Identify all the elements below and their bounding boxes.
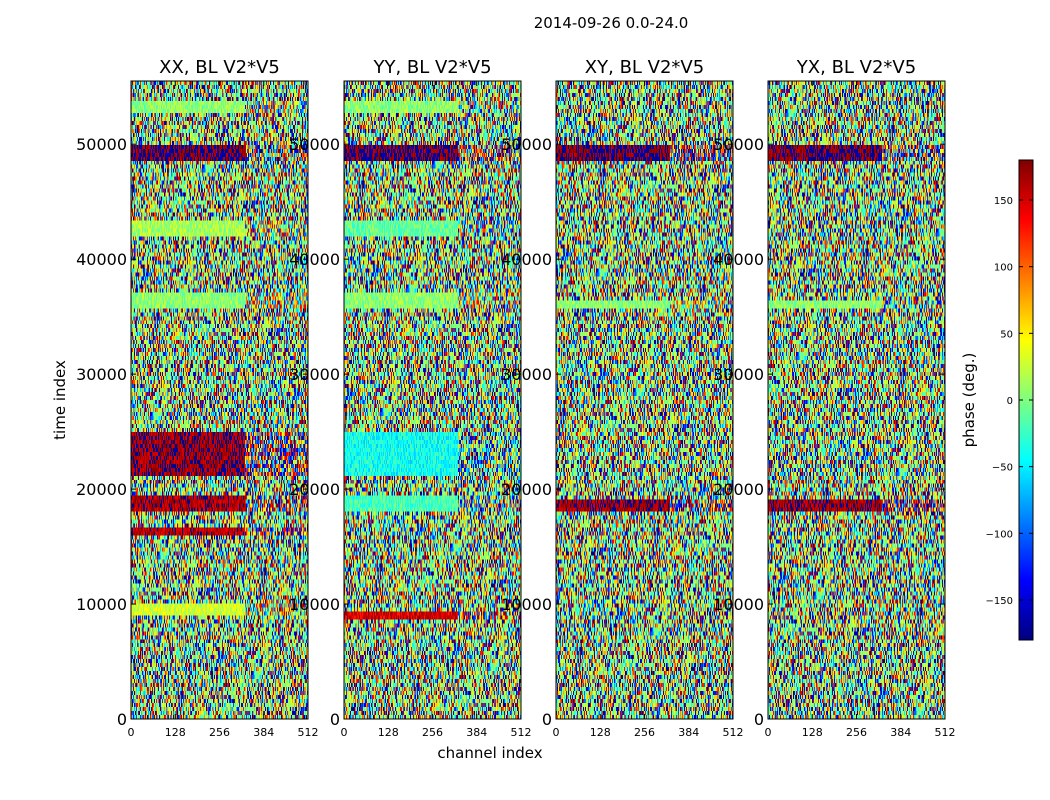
colorbar-tick-label: −50 [992,463,1013,474]
colorbar-tick-label: 150 [994,196,1013,207]
y-tick-label: 50000 [289,135,340,154]
y-tick-label: 40000 [76,250,127,269]
x-tick-label: 384 [466,726,487,739]
x-tick-label: 256 [846,726,867,739]
heatmap-image [768,81,945,719]
x-tick-label: 128 [378,726,399,739]
heatmap-image [131,81,308,719]
x-axis-label: channel index [437,744,542,762]
colorbar-tick-label: −100 [986,529,1013,540]
y-tick-label: 10000 [501,595,552,614]
y-tick-label: 10000 [713,595,764,614]
panel-1: YY, BL V2*V5 0 10000 20000 30000 40000 50000 0 1… [289,57,531,739]
panel-0: XX, BL V2*V5 0 10000 20000 30000 40000 50000 0 1… [76,57,318,739]
y-tick-label: 0 [330,710,340,729]
y-tick-label: 40000 [713,250,764,269]
y-tick-label: 30000 [289,365,340,384]
x-tick-label: 384 [253,726,274,739]
heatmap-image [344,81,521,719]
x-tick-label: 384 [678,726,699,739]
colorbar-label: phase (deg.) [960,353,978,448]
x-tick-label: 512 [935,726,956,739]
colorbar-tick-label: 50 [1000,329,1013,340]
x-tick-label: 512 [723,726,744,739]
colorbar-tick-label: −150 [986,596,1013,607]
x-tick-label: 128 [590,726,611,739]
y-tick-label: 20000 [76,480,127,499]
y-tick-label: 10000 [76,595,127,614]
x-tick-label: 0 [341,726,348,739]
panel-title: XX, BL V2*V5 [159,57,280,78]
colorbar: −150 −100 −50 0 50 100 150 phase (deg.) [960,160,1033,640]
y-tick-label: 0 [754,710,764,729]
y-tick-label: 20000 [713,480,764,499]
y-tick-label: 50000 [76,135,127,154]
x-tick-label: 384 [890,726,911,739]
y-tick-label: 30000 [76,365,127,384]
x-tick-label: 128 [802,726,823,739]
y-tick-label: 30000 [713,365,764,384]
y-tick-label: 20000 [289,480,340,499]
y-tick-label: 0 [542,710,552,729]
panels-group: XX, BL V2*V5 0 10000 20000 30000 40000 50000 0 1… [76,57,955,739]
x-tick-label: 0 [765,726,772,739]
y-tick-label: 0 [117,710,127,729]
colorbar-tick-label: 0 [1007,396,1013,407]
y-tick-label: 50000 [713,135,764,154]
x-tick-label: 128 [165,726,186,739]
y-tick-label: 20000 [501,480,552,499]
x-tick-label: 0 [553,726,560,739]
panel-3: YX, BL V2*V5 0 10000 20000 30000 40000 50000 0 1… [713,57,955,739]
y-tick-label: 40000 [289,250,340,269]
x-tick-label: 256 [422,726,443,739]
panel-title: YX, BL V2*V5 [796,57,916,78]
figure-suptitle: 2014-09-26 0.0-24.0 [534,14,689,32]
x-tick-label: 512 [511,726,532,739]
x-tick-label: 256 [209,726,230,739]
y-tick-label: 50000 [501,135,552,154]
x-tick-label: 256 [634,726,655,739]
panel-2: XY, BL V2*V5 0 10000 20000 30000 40000 50000 0 1… [501,57,743,739]
y-tick-label: 40000 [501,250,552,269]
panel-title: YY, BL V2*V5 [372,57,491,78]
y-tick-label: 10000 [289,595,340,614]
panel-title: XY, BL V2*V5 [585,57,704,78]
x-tick-label: 512 [298,726,319,739]
heatmap-image [556,81,733,719]
x-tick-label: 0 [128,726,135,739]
colorbar-tick-label: 100 [994,263,1013,274]
y-axis-label: time index [51,360,69,440]
y-tick-label: 30000 [501,365,552,384]
